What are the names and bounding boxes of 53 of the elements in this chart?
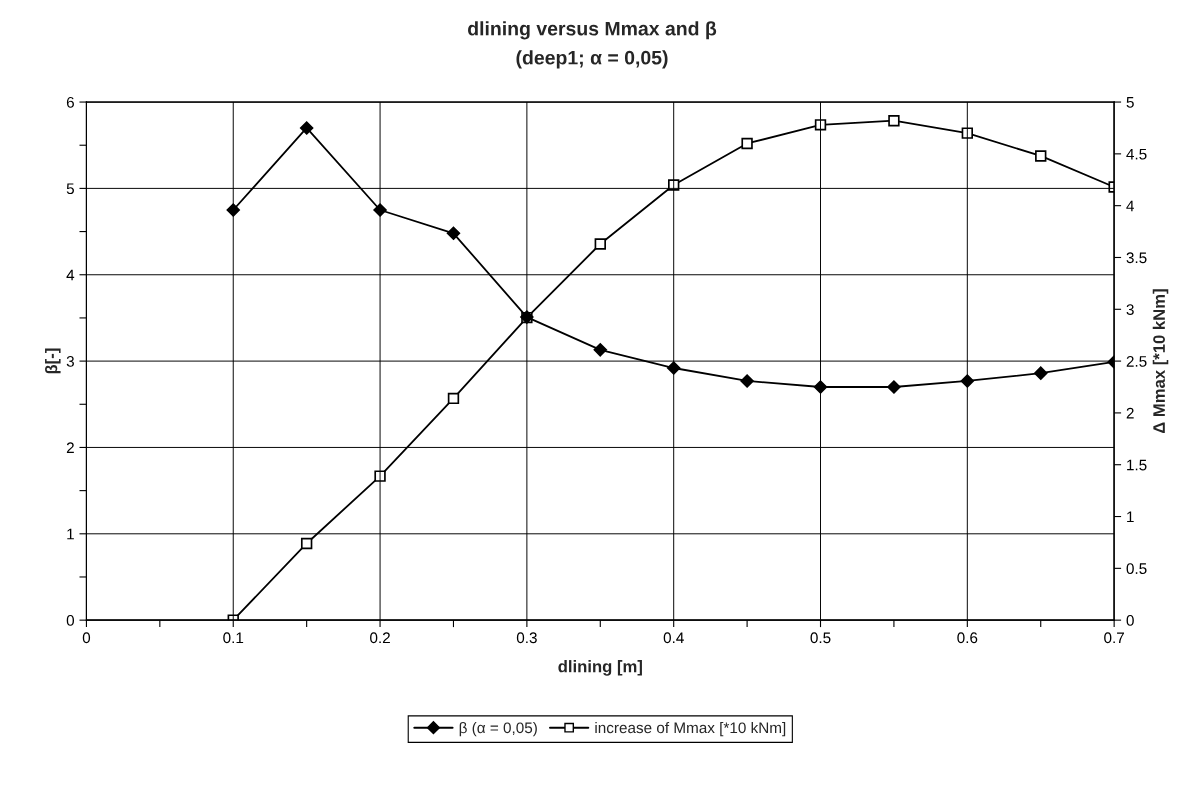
y2-tick-label: 1 bbox=[1127, 511, 1134, 523]
point bbox=[447, 392, 460, 405]
y-tick-label: 0 bbox=[66, 615, 75, 626]
y2-tick-label: 0 bbox=[1126, 615, 1134, 626]
y2-tick-label: 1.5 bbox=[1127, 459, 1147, 471]
y2-tick-label: 0.5 bbox=[1126, 563, 1147, 575]
y2-tick-label: 3.5 bbox=[1126, 252, 1147, 264]
y2-tick-label: 5 bbox=[1126, 97, 1134, 108]
y-tick-label: 2 bbox=[66, 442, 74, 453]
point bbox=[960, 374, 975, 388]
y-tick-label: 1 bbox=[67, 528, 74, 540]
x-tick-label: 0.1 bbox=[223, 632, 244, 644]
y2-axis-title: Δ Mmax [*10 kNm] bbox=[1152, 289, 1169, 434]
point bbox=[666, 361, 681, 375]
chart-subtitle: (deep1; α = 0,05) bbox=[516, 50, 668, 69]
point bbox=[593, 343, 608, 357]
x-tick-label: 0.6 bbox=[957, 632, 978, 644]
x-axis-title: dlining [m] bbox=[558, 660, 642, 676]
point bbox=[299, 121, 314, 135]
point bbox=[1034, 366, 1048, 380]
point bbox=[740, 374, 754, 388]
y2-tick-label: 3 bbox=[1126, 304, 1134, 315]
chart-title: dlining versus Mmax and β bbox=[468, 21, 717, 40]
x-tick-label: 0.7 bbox=[1104, 632, 1124, 644]
point bbox=[446, 226, 461, 241]
point bbox=[741, 137, 753, 150]
point bbox=[961, 127, 974, 139]
point bbox=[226, 203, 240, 217]
x-tick-label: 0.3 bbox=[516, 632, 537, 644]
y2-tick-label: 2.5 bbox=[1126, 355, 1147, 367]
y-tick-label: 4 bbox=[66, 269, 75, 281]
y2-tick-label: 4 bbox=[1126, 200, 1134, 212]
x-tick-label: 0 bbox=[82, 632, 91, 644]
point bbox=[1035, 150, 1047, 162]
y-tick-label: 6 bbox=[66, 96, 74, 108]
point bbox=[814, 119, 827, 131]
point bbox=[373, 203, 387, 217]
legend-label: β (α = 0,05) bbox=[459, 721, 537, 737]
point bbox=[813, 380, 828, 394]
point bbox=[374, 470, 386, 482]
y-tick-label: 3 bbox=[66, 355, 74, 367]
x-tick-label: 0.5 bbox=[810, 632, 831, 644]
point bbox=[594, 238, 606, 250]
y-axis-title: β[-] bbox=[45, 348, 61, 374]
point bbox=[887, 380, 901, 394]
legend-label: increase of Mmax [*10 kNm] bbox=[595, 721, 786, 737]
point bbox=[888, 115, 900, 127]
y2-tick-label: 4.5 bbox=[1126, 148, 1147, 160]
x-tick-label: 0.4 bbox=[663, 632, 684, 644]
point bbox=[300, 537, 313, 550]
y2-tick-label: 2 bbox=[1126, 407, 1134, 419]
y-tick-label: 5 bbox=[66, 183, 74, 195]
x-tick-label: 0.2 bbox=[370, 632, 390, 644]
